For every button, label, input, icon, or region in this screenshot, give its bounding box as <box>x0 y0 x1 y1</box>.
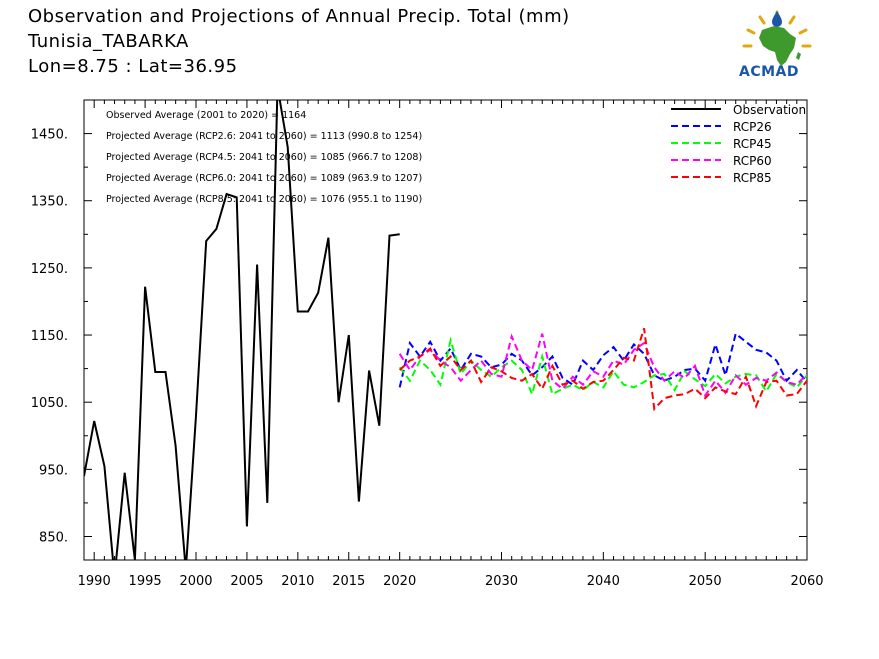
y-tick-label: 1150. <box>31 329 68 344</box>
chart-axes: 1990 1995 2000 2005 2010 2015 2020 2030 2040 2050… <box>31 99 824 589</box>
legend-label-observation: Observation <box>733 103 806 117</box>
series-line-rcp45 <box>398 336 807 398</box>
chart-legend: Observation RCP26 RCP45 RCP60 RCP85 <box>671 103 806 185</box>
x-tick-label: 2050 <box>689 574 722 589</box>
legend-label-rcp26: RCP26 <box>733 120 772 134</box>
annotation-text: Observed Average (2001 to 2020) = 1164 <box>106 110 306 121</box>
y-tick-label: 1450. <box>31 128 68 143</box>
series-line-rcp60 <box>398 333 807 398</box>
y-tick-label: 850. <box>39 530 68 545</box>
x-tick-label: 2040 <box>587 574 620 589</box>
x-tick-label: 2060 <box>790 574 823 589</box>
series-line-observation <box>84 100 400 560</box>
logo-text: ACMAD <box>739 64 799 80</box>
annotation-text: Projected Average (RCP8.5: 2041 to 2060)… <box>106 194 422 205</box>
y-tick-label: 1350. <box>31 195 68 210</box>
x-tick-label: 2020 <box>383 574 416 589</box>
x-tick-label: 2015 <box>332 574 365 589</box>
series-line-rcp85 <box>399 327 807 412</box>
annotation-text: Projected Average (RCP6.0: 2041 to 2060)… <box>106 173 422 184</box>
africa-map-icon <box>759 26 796 66</box>
annotation-text: Projected Average (RCP2.6: 2041 to 2060)… <box>106 131 422 142</box>
x-tick-label: 2010 <box>281 574 314 589</box>
annotation-text: Projected Average (RCP4.5: 2041 to 2060)… <box>106 152 422 163</box>
chart-title: Observation and Projections of Annual Pr… <box>28 6 570 27</box>
water-drop-icon <box>772 11 782 27</box>
chart-series <box>84 100 807 560</box>
x-tick-label: 2005 <box>230 574 263 589</box>
plot-frame <box>83 99 808 561</box>
y-tick-label: 1050. <box>31 396 68 411</box>
acmad-logo <box>742 10 812 66</box>
location-name: Tunisia_TABARKA <box>28 31 189 52</box>
x-tick-label: 2000 <box>179 574 212 589</box>
y-tick-label: 1250. <box>31 262 68 277</box>
x-tick-label: 1995 <box>129 574 162 589</box>
x-tick-label: 2030 <box>485 574 518 589</box>
x-tick-label: 1990 <box>78 574 111 589</box>
legend-label-rcp45: RCP45 <box>733 137 772 151</box>
location-coords: Lon=8.75 : Lat=36.95 <box>28 56 238 77</box>
y-tick-label: 950. <box>39 463 68 478</box>
chart-annotations: Observed Average (2001 to 2020) = 1164 Pr… <box>106 110 422 205</box>
series-line-rcp26 <box>398 331 807 388</box>
legend-label-rcp60: RCP60 <box>733 154 772 168</box>
legend-label-rcp85: RCP85 <box>733 171 772 185</box>
